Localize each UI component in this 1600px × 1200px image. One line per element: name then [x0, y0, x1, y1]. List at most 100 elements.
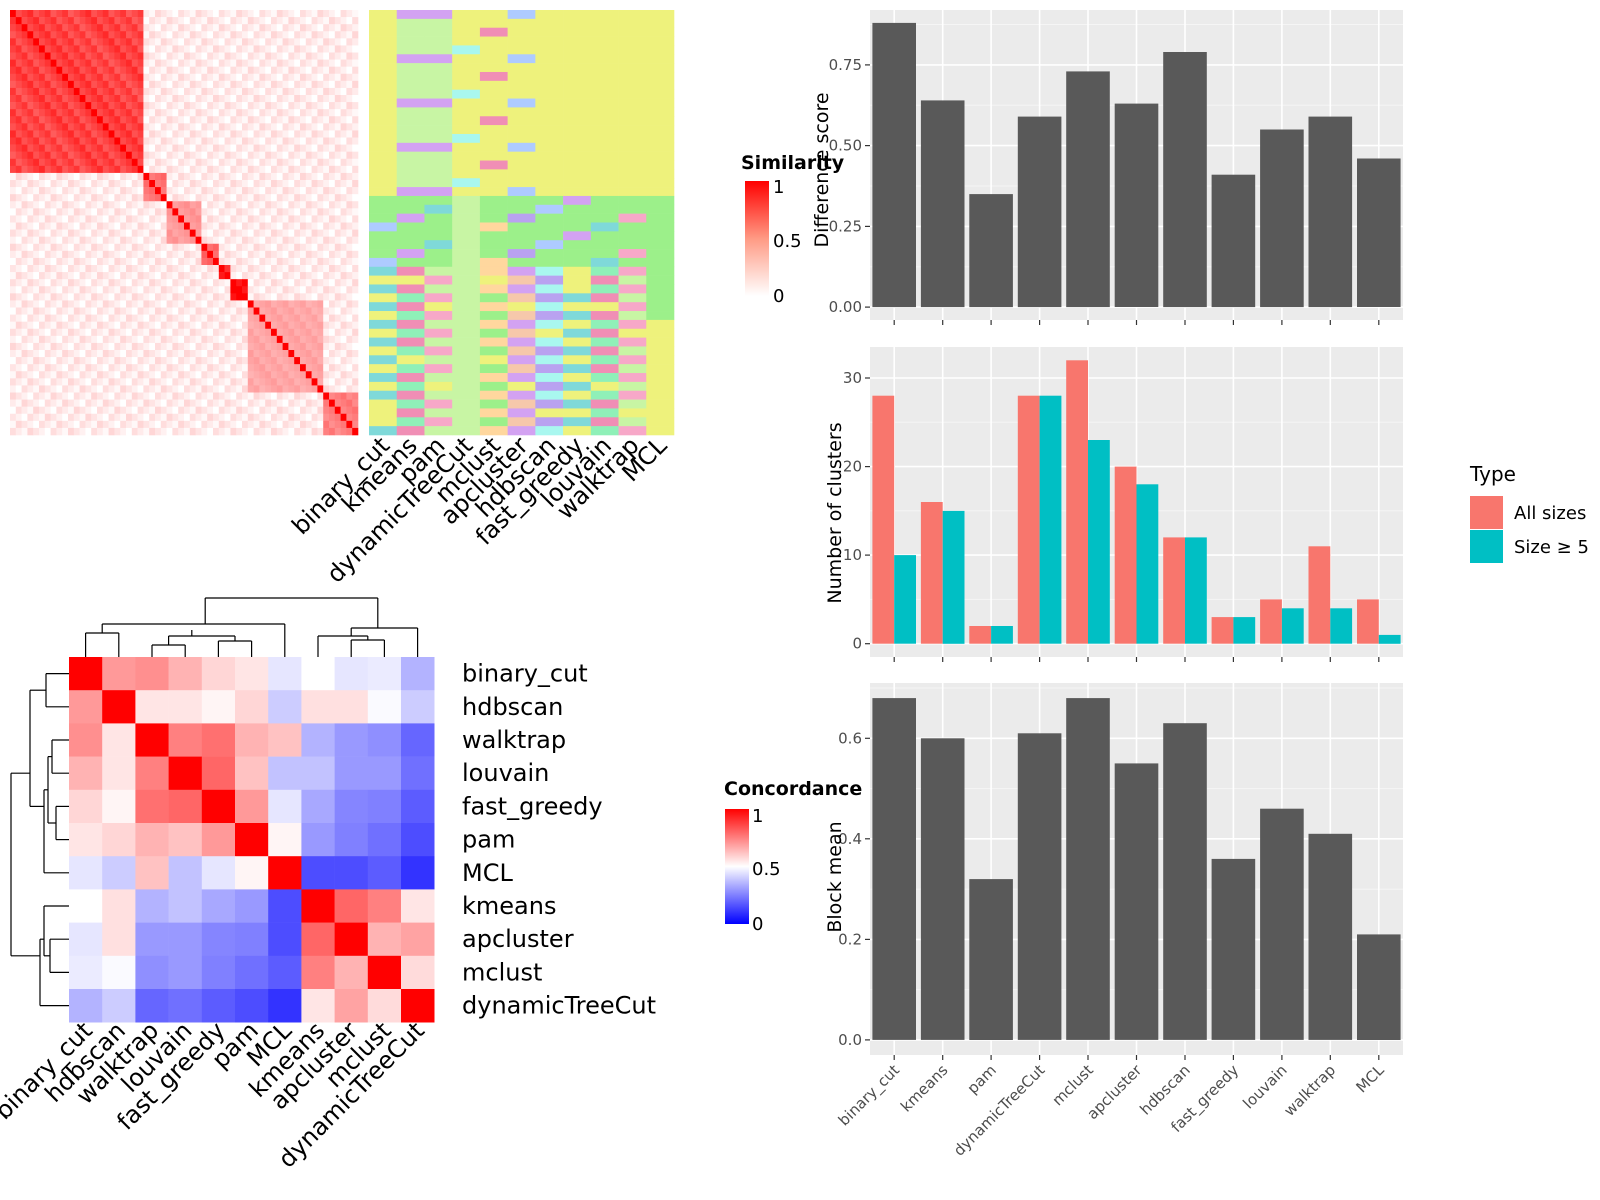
- similarity-cell: [282, 250, 289, 259]
- similarity-cell: [50, 279, 57, 287]
- similarity-cell: [288, 300, 295, 308]
- similarity-cell: [39, 265, 46, 273]
- similarity-cell: [33, 314, 40, 322]
- y-tick-label: 0: [852, 635, 862, 653]
- similarity-cell: [271, 109, 278, 117]
- similarity-cell: [311, 406, 318, 415]
- similarity-cell: [259, 59, 266, 67]
- similarity-cell: [97, 357, 104, 365]
- similarity-cell: [131, 335, 138, 344]
- similarity-cell: [172, 236, 179, 245]
- similarity-cell: [207, 24, 214, 32]
- similarity-cell: [259, 350, 266, 358]
- similarity-cell: [294, 180, 301, 188]
- similarity-cell: [108, 45, 115, 53]
- similarity-cell: [340, 300, 347, 308]
- concordance-cell: [201, 823, 236, 857]
- similarity-cell: [329, 406, 336, 415]
- similarity-cell: [334, 52, 341, 60]
- similarity-cell: [137, 187, 144, 195]
- similarity-cell: [352, 279, 359, 287]
- cluster-assignment-cell: [369, 142, 398, 152]
- similarity-cell: [56, 272, 63, 280]
- similarity-cell: [39, 144, 46, 152]
- similarity-cell: [271, 151, 278, 160]
- cluster-assignment-cell: [590, 390, 619, 400]
- similarity-cell: [21, 172, 28, 181]
- similarity-cell: [97, 180, 104, 188]
- concordance-cell: [168, 723, 203, 757]
- similarity-cell: [247, 272, 254, 280]
- similarity-cell: [294, 102, 301, 110]
- similarity-cell: [247, 73, 254, 82]
- similarity-cell: [50, 272, 57, 280]
- similarity-cell: [160, 413, 167, 422]
- similarity-cell: [178, 201, 185, 209]
- similarity-cell: [137, 87, 144, 96]
- similarity-cell: [73, 364, 80, 372]
- cluster-assignment-cell: [646, 364, 675, 374]
- similarity-cell: [102, 229, 109, 237]
- similarity-cell: [73, 73, 80, 82]
- similarity-cell: [189, 180, 196, 188]
- cluster-assignment-cell: [535, 346, 564, 356]
- cluster-assignment-cell: [535, 133, 564, 144]
- similarity-cell: [288, 257, 295, 266]
- concordance-cell: [235, 789, 269, 824]
- similarity-cell: [236, 229, 243, 237]
- similarity-cell: [62, 300, 69, 308]
- similarity-cell: [259, 130, 266, 138]
- cluster-assignment-cell: [535, 293, 564, 303]
- similarity-cell: [21, 229, 28, 237]
- similarity-cell: [259, 328, 266, 337]
- concordance-cell: [135, 657, 169, 691]
- similarity-cell: [131, 392, 138, 400]
- similarity-cell: [15, 257, 22, 266]
- similarity-cell: [288, 222, 295, 230]
- similarity-cell: [33, 420, 40, 429]
- similarity-cell: [305, 201, 312, 209]
- similarity-cell: [201, 80, 208, 89]
- cluster-assignment-cell: [646, 63, 675, 73]
- similarity-cell: [242, 52, 249, 60]
- similarity-cell: [346, 10, 353, 18]
- similarity-cell: [33, 17, 40, 25]
- similarity-cell: [201, 307, 208, 315]
- similarity-cell: [108, 66, 115, 75]
- similarity-cell: [15, 229, 22, 237]
- similarity-cell: [131, 342, 138, 351]
- similarity-cell: [334, 300, 341, 308]
- similarity-cell: [39, 229, 46, 237]
- similarity-cell: [213, 24, 220, 32]
- similarity-cell: [172, 300, 179, 308]
- cluster-assignment-cell: [479, 373, 508, 383]
- similarity-cell: [91, 59, 98, 67]
- similarity-cell: [253, 279, 260, 287]
- similarity-cell: [329, 73, 336, 82]
- similarity-cell: [68, 116, 75, 124]
- concordance-row-label: kmeans: [462, 892, 556, 920]
- similarity-cell: [242, 165, 249, 174]
- similarity-cell: [276, 243, 283, 252]
- cluster-assignment-cell: [424, 364, 453, 374]
- similarity-cell: [10, 314, 17, 322]
- similarity-cell: [39, 279, 46, 287]
- similarity-cell: [15, 250, 22, 259]
- similarity-cell: [68, 427, 75, 436]
- similarity-cell: [56, 357, 63, 365]
- similarity-cell: [236, 201, 243, 209]
- similarity-cell: [276, 31, 283, 39]
- similarity-cell: [195, 137, 202, 145]
- similarity-cell: [184, 250, 191, 259]
- concordance-cell: [268, 690, 302, 724]
- similarity-cell: [85, 229, 92, 237]
- similarity-cell: [189, 364, 196, 372]
- similarity-cell: [97, 307, 104, 315]
- similarity-cell: [131, 371, 138, 379]
- similarity-cell: [189, 172, 196, 181]
- similarity-cell: [143, 52, 150, 60]
- similarity-cell: [73, 10, 80, 18]
- similarity-cell: [247, 165, 254, 174]
- similarity-cell: [184, 399, 191, 407]
- similarity-cell: [39, 87, 46, 96]
